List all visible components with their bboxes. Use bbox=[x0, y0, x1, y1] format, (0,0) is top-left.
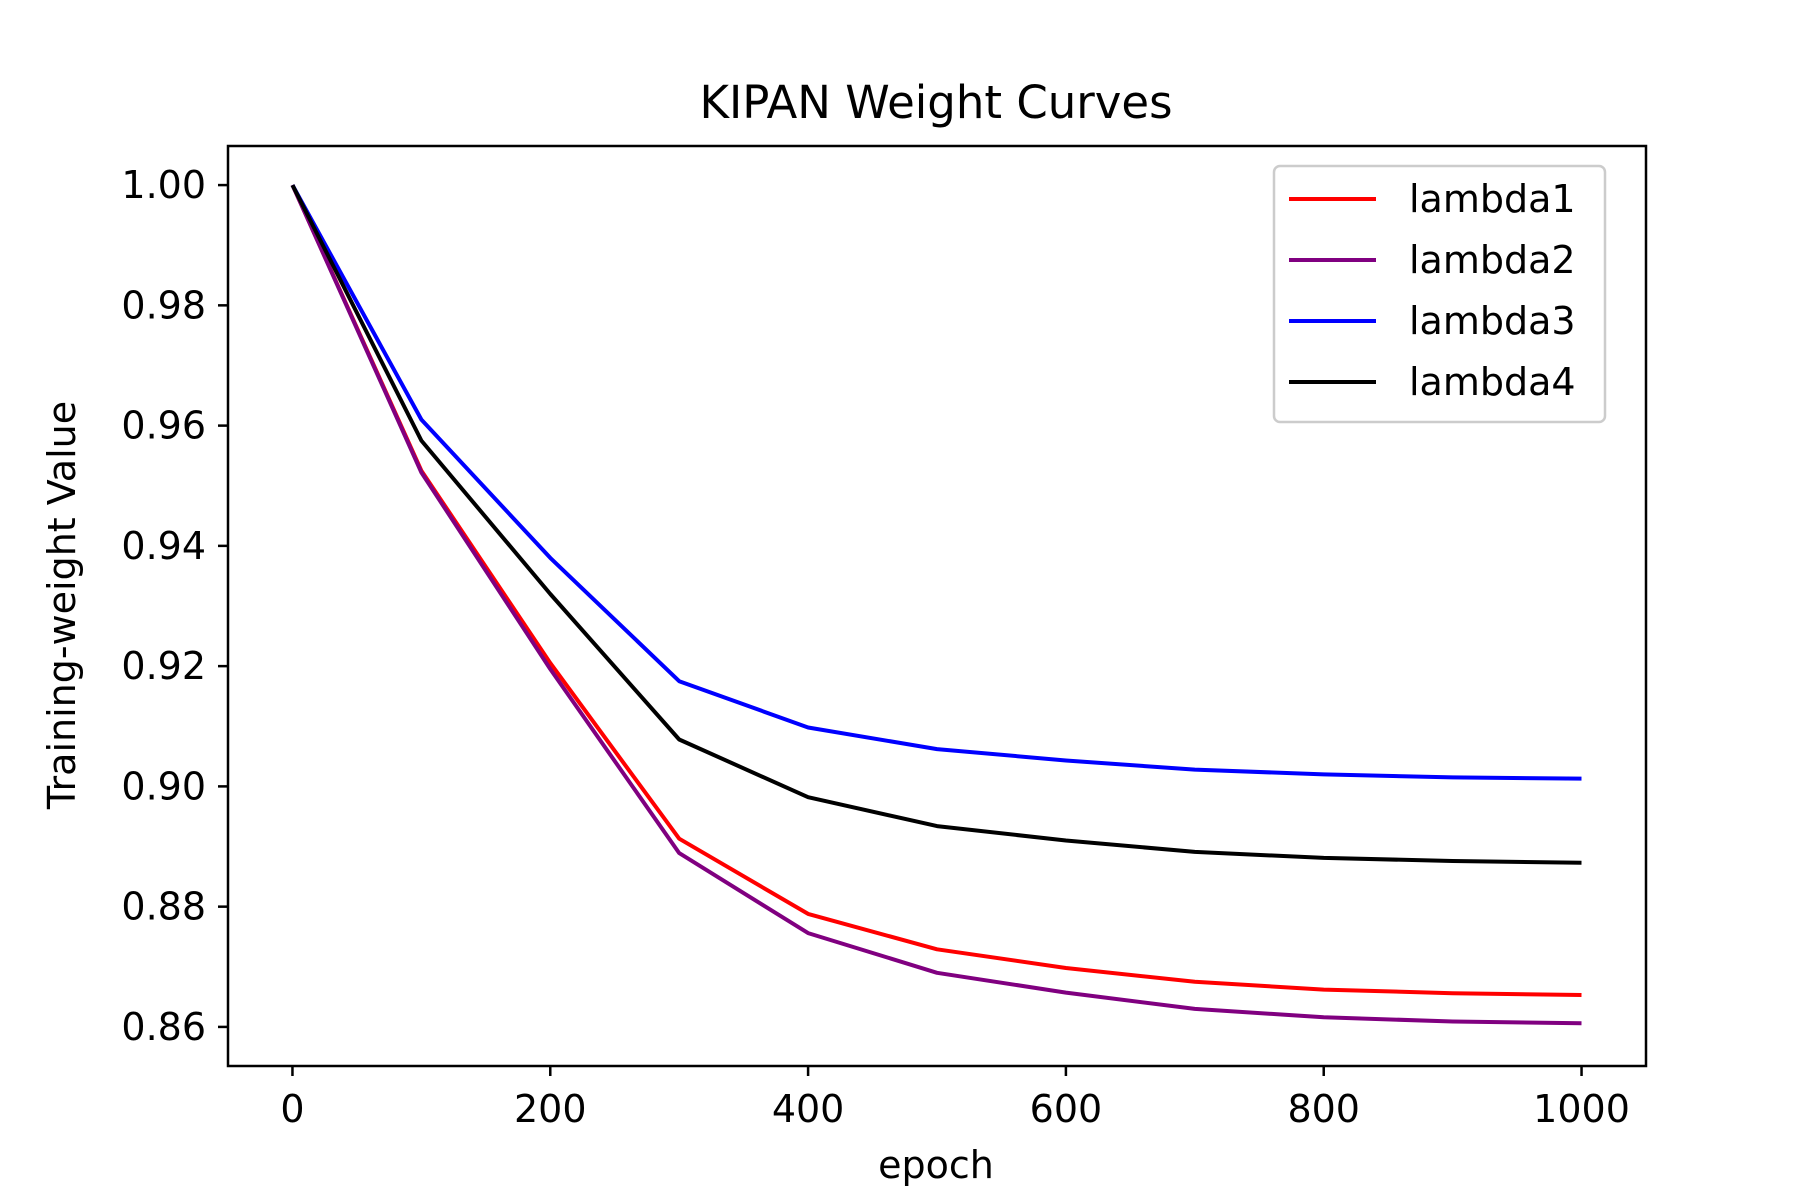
x-tick-label: 0 bbox=[280, 1087, 304, 1131]
series-line-lambda4 bbox=[290, 184, 1582, 865]
x-tick-label: 1000 bbox=[1533, 1087, 1630, 1131]
y-tick-label: 0.86 bbox=[121, 1005, 206, 1049]
y-tick-label: 0.90 bbox=[121, 764, 206, 808]
x-axis-label: epoch bbox=[878, 1143, 994, 1187]
x-tick-label: 200 bbox=[514, 1087, 587, 1131]
y-tick-label: 0.98 bbox=[121, 283, 206, 327]
x-tick-label: 800 bbox=[1287, 1087, 1360, 1131]
y-tick-label: 0.96 bbox=[121, 404, 206, 448]
series-line-lambda1 bbox=[290, 184, 1582, 997]
y-tick-label: 0.92 bbox=[121, 644, 206, 688]
legend-label-lambda4: lambda4 bbox=[1409, 360, 1576, 404]
legend-box bbox=[1272, 164, 1607, 424]
series-line-lambda2 bbox=[290, 184, 1582, 1026]
y-tick-label: 0.94 bbox=[121, 524, 206, 568]
x-tick-label: 400 bbox=[772, 1087, 845, 1131]
y-tick-label: 0.88 bbox=[121, 885, 206, 929]
x-axis: 0 200 400 600 800 1000 bbox=[280, 1066, 1630, 1131]
plot-area bbox=[290, 184, 1582, 1026]
y-tick-label: 1.00 bbox=[121, 163, 206, 207]
legend: lambda1 lambda2 lambda3 lambda4 bbox=[1272, 164, 1607, 424]
y-axis: 0.86 0.88 0.90 0.92 0.94 0.96 0.98 1.00 bbox=[121, 163, 228, 1049]
series-line-lambda3 bbox=[290, 184, 1582, 781]
legend-label-lambda2: lambda2 bbox=[1409, 238, 1576, 282]
x-tick-label: 600 bbox=[1030, 1087, 1103, 1131]
chart-title: KIPAN Weight Curves bbox=[699, 76, 1172, 129]
plot-frame bbox=[226, 144, 1648, 1068]
legend-label-lambda1: lambda1 bbox=[1409, 177, 1576, 221]
y-axis-label: Training-weight Value bbox=[40, 401, 84, 810]
legend-label-lambda3: lambda3 bbox=[1409, 299, 1576, 343]
